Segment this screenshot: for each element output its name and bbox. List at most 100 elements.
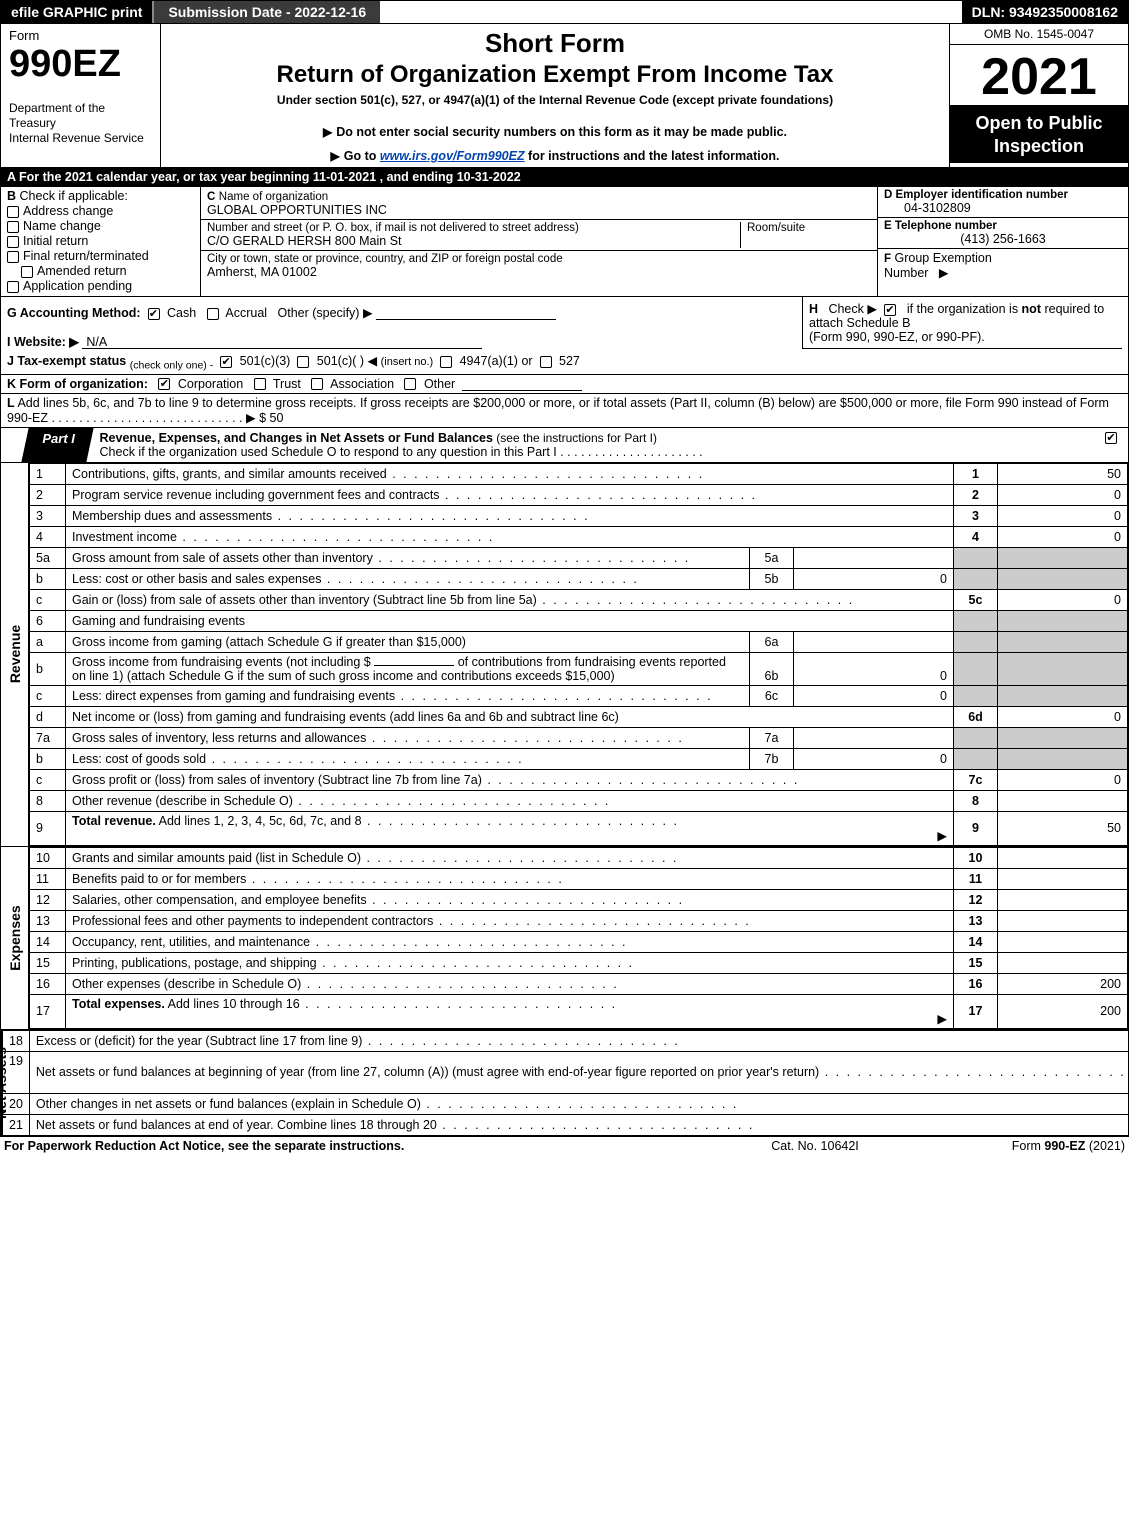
page-footer: For Paperwork Reduction Act Notice, see … <box>0 1137 1129 1155</box>
sub-value: 0 <box>794 568 954 589</box>
line-text: Salaries, other compensation, and employ… <box>72 893 367 907</box>
footer-cat-no: Cat. No. 10642I <box>705 1139 925 1153</box>
open-to-public-box: Open to Public Inspection <box>950 106 1128 163</box>
line-text: Net assets or fund balances at end of ye… <box>36 1118 437 1132</box>
other-specify-line[interactable] <box>376 306 556 320</box>
g-h-row: G Accounting Method: Cash Accrual Other … <box>0 297 1129 375</box>
line-num: 12 <box>30 889 66 910</box>
association-checkbox[interactable] <box>311 378 323 390</box>
line-text-bold: Total revenue. <box>72 814 156 828</box>
goto-prefix: Go to <box>344 149 380 163</box>
chk-label: Name change <box>23 219 101 233</box>
line-text: Gross amount from sale of assets other t… <box>72 551 373 565</box>
shaded-cell <box>998 748 1128 769</box>
h-checkbox[interactable] <box>884 304 896 316</box>
section-c-address: C Name of organization GLOBAL OPPORTUNIT… <box>201 187 878 296</box>
top-bar: efile GRAPHIC print Submission Date - 20… <box>0 0 1129 24</box>
line-value <box>998 790 1128 811</box>
f-label: F <box>884 253 891 265</box>
line-num: c <box>30 769 66 790</box>
address-change-checkbox[interactable] <box>7 206 19 218</box>
schedule-o-checkbox[interactable] <box>1105 432 1117 444</box>
line-text: Add lines 1, 2, 3, 4, 5c, 6d, 7c, and 8 <box>156 814 362 828</box>
k-o3: Association <box>330 377 394 391</box>
sub-value: 0 <box>794 685 954 706</box>
cash-label: Cash <box>167 306 196 320</box>
line-ref: 7c <box>969 773 983 787</box>
form-header: Form 990EZ Department of the Treasury In… <box>0 24 1129 168</box>
final-return-checkbox[interactable] <box>7 251 19 263</box>
line-value <box>998 868 1128 889</box>
chk-label: Final return/terminated <box>23 249 149 263</box>
chk-label: Initial return <box>23 234 88 248</box>
submission-date-button[interactable]: Submission Date - 2022-12-16 <box>152 1 380 23</box>
line-text: Contributions, gifts, grants, and simila… <box>72 467 387 481</box>
year-column: OMB No. 1545-0047 2021 Open to Public In… <box>950 24 1128 167</box>
line-text: Gross sales of inventory, less returns a… <box>72 731 366 745</box>
initial-return-checkbox[interactable] <box>7 236 19 248</box>
amended-return-checkbox[interactable] <box>21 266 33 278</box>
sub-value: 0 <box>794 652 954 685</box>
efile-print-button[interactable]: efile GRAPHIC print <box>1 1 152 23</box>
line-text: Professional fees and other payments to … <box>72 914 433 928</box>
shaded-cell <box>954 568 998 589</box>
line-num: 13 <box>30 910 66 931</box>
line-text: Gaming and fundraising events <box>66 610 954 631</box>
line-value <box>998 847 1128 868</box>
line-value <box>998 889 1128 910</box>
line-a-tax-year: A For the 2021 calendar year, or tax yea… <box>0 168 1129 187</box>
sub-value <box>794 727 954 748</box>
net-assets-table: 18 Excess or (deficit) for the year (Sub… <box>2 1030 1129 1136</box>
line-num: 6 <box>30 610 66 631</box>
corporation-checkbox[interactable] <box>158 378 170 390</box>
line-num: 11 <box>30 868 66 889</box>
line-text: Gross profit or (loss) from sales of inv… <box>72 773 482 787</box>
other-org-checkbox[interactable] <box>404 378 416 390</box>
501c3-checkbox[interactable] <box>220 356 232 368</box>
sub-value <box>794 631 954 652</box>
org-name: GLOBAL OPPORTUNITIES INC <box>207 203 387 217</box>
j-o4: 527 <box>559 354 580 368</box>
501c-checkbox[interactable] <box>297 356 309 368</box>
d-label: D Employer identification number <box>884 189 1122 201</box>
line-value: 0 <box>998 706 1128 727</box>
accrual-checkbox[interactable] <box>207 308 219 320</box>
line-ref: 1 <box>954 463 998 484</box>
expenses-table: 10 Grants and similar amounts paid (list… <box>29 847 1128 1029</box>
h-not: not <box>1022 302 1041 316</box>
line-ref: 10 <box>969 851 983 865</box>
line-num: 10 <box>30 847 66 868</box>
part1-header-row: Part I Revenue, Expenses, and Changes in… <box>0 428 1129 463</box>
line-text: Benefits paid to or for members <box>72 872 246 886</box>
application-pending-checkbox[interactable] <box>7 281 19 293</box>
chk-label: Application pending <box>23 279 132 293</box>
shaded-cell <box>998 568 1128 589</box>
cash-checkbox[interactable] <box>148 308 160 320</box>
part1-check-line: Check if the organization used Schedule … <box>100 445 557 459</box>
527-checkbox[interactable] <box>540 356 552 368</box>
sub-value <box>794 547 954 568</box>
trust-checkbox[interactable] <box>254 378 266 390</box>
line-text-bold: Total expenses. <box>72 997 165 1011</box>
other-org-line[interactable] <box>462 377 582 391</box>
name-change-checkbox[interactable] <box>7 221 19 233</box>
dln-label: DLN: 93492350008162 <box>962 1 1128 23</box>
line-value: 50 <box>998 811 1128 845</box>
shaded-cell <box>954 748 998 769</box>
line-text: Occupancy, rent, utilities, and maintena… <box>72 935 310 949</box>
department-label: Department of the Treasury Internal Reve… <box>9 101 152 146</box>
line-text: Membership dues and assessments <box>72 509 272 523</box>
line-text: Gain or (loss) from sale of assets other… <box>72 593 537 607</box>
sub-ref: 5b <box>750 568 794 589</box>
line-num: d <box>30 706 66 727</box>
k-o1: Corporation <box>178 377 243 391</box>
sub-ref: 5a <box>750 547 794 568</box>
4947-checkbox[interactable] <box>440 356 452 368</box>
line-ref: 9 <box>972 821 979 835</box>
line-num: 4 <box>30 526 66 547</box>
sub-ref: 6b <box>750 652 794 685</box>
line-num: 9 <box>30 811 66 845</box>
shaded-cell <box>998 631 1128 652</box>
title-column: Short Form Return of Organization Exempt… <box>161 24 950 167</box>
irs-link[interactable]: www.irs.gov/Form990EZ <box>380 149 525 163</box>
